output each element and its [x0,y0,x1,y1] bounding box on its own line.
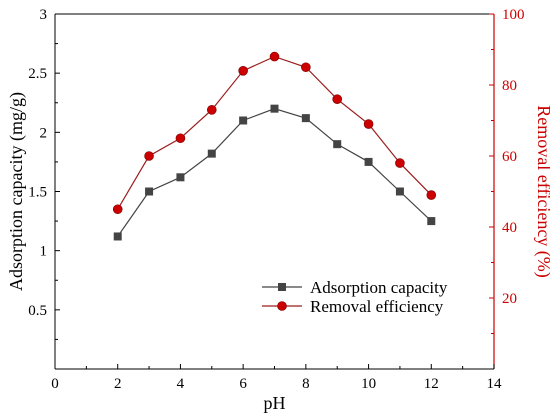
axes-layer: 0 2 4 6 8 10 12 14 0.5 1 1.5 2 2.5 3 20 40 60 80 100 pH Adso… [6,7,550,413]
x-tick-label: 14 [487,376,503,392]
x-tick-label: 10 [361,376,376,392]
legend-label: Adsorption capacity [310,278,448,297]
legend-marker-circle [277,301,287,311]
data-point-square [207,149,216,158]
y-right-tick-label: 20 [502,291,517,307]
y-right-tick-label: 100 [502,7,525,23]
data-point-circle [112,204,123,215]
data-point-square [239,116,248,125]
data-point-square [113,232,122,241]
y-left-tick-label: 0.5 [28,303,47,319]
y-left-tick-label: 1 [40,244,48,260]
data-point-square [176,173,185,182]
x-tick-label: 12 [424,376,439,392]
y-left-tick-label: 1.5 [28,185,47,201]
y-left-tick-label: 3 [40,7,48,23]
y-right-tick-label: 60 [502,149,517,165]
y-left-tick-label: 2 [40,125,48,141]
data-point-circle [332,94,343,104]
x-tick-label: 2 [114,376,122,392]
series-layer [112,51,437,241]
data-point-circle [269,51,280,62]
data-point-circle [175,133,186,144]
y-right-axis-title: Removal efficiency (%) [533,105,550,278]
series-line-removal-efficiency [117,55,432,210]
x-tick-label: 8 [302,376,310,392]
x-tick-label: 6 [239,376,247,392]
data-point-circle [238,66,248,76]
y-right-tick-label: 40 [502,220,517,236]
y-left-axis-title: Adsorption capacity (mg/g) [6,92,27,291]
data-point-circle [395,158,405,168]
x-axis-title: pH [264,393,286,413]
data-point-circle [144,151,154,161]
data-point-square [333,140,342,149]
data-point-square [270,104,279,113]
data-point-square [145,187,154,196]
data-point-circle [301,62,311,73]
x-tick-label: 0 [51,376,59,392]
data-point-square [364,157,373,166]
data-point-circle [363,119,374,129]
legend-label: Removal efficiency [310,297,444,316]
x-tick-label: 4 [177,376,185,392]
legend-marker-square [278,283,286,291]
data-point-square [427,217,436,226]
series-line-adsorption-capacity [117,108,432,237]
data-point-square [395,187,404,196]
data-point-circle [206,105,217,115]
y-right-tick-label: 80 [502,78,517,94]
data-point-circle [426,190,437,200]
y-left-tick-label: 2.5 [28,66,47,82]
data-point-square [301,114,310,123]
